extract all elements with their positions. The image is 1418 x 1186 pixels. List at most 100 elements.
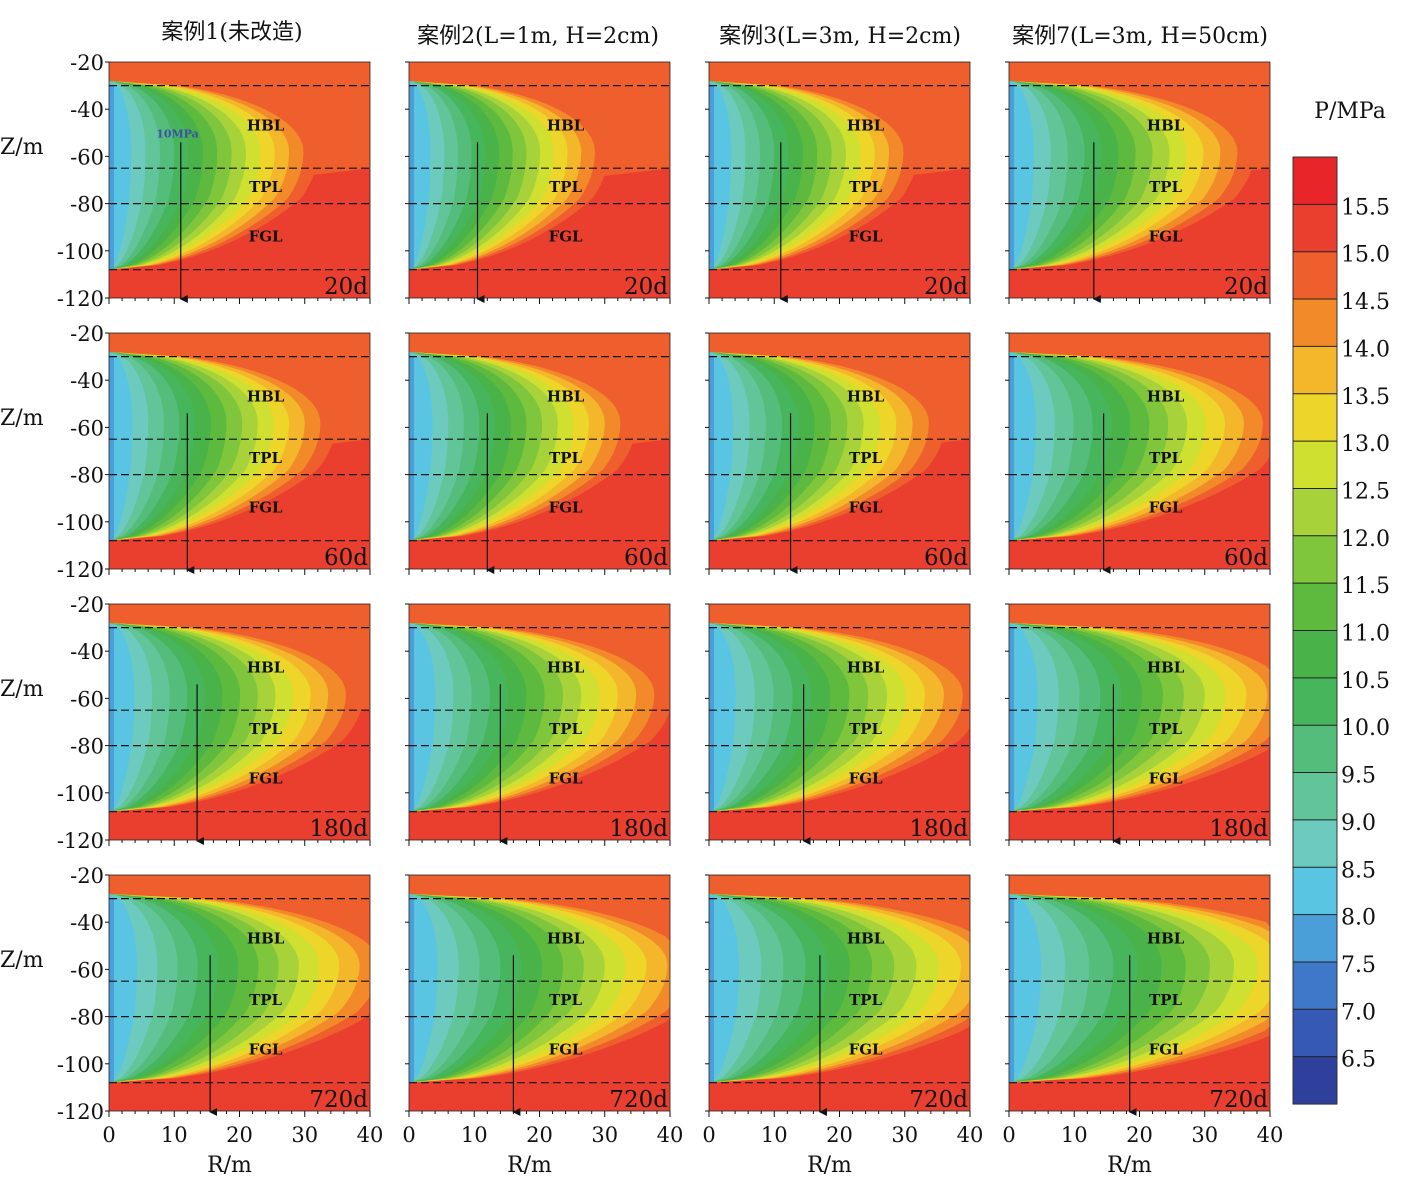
layer-label-hbl: HBL — [247, 387, 285, 405]
y-tick-label: -100 — [57, 1053, 104, 1077]
y-tick-label: -100 — [57, 511, 104, 535]
colorbar-tick-label: 13.5 — [1341, 385, 1390, 410]
time-label: 20d — [624, 274, 668, 300]
layer-label-hbl: HBL — [1147, 658, 1185, 676]
wellbore-low-pressure — [709, 627, 714, 812]
colorbar-tick-label: 11.0 — [1341, 622, 1390, 647]
contour-panel-2-720d: HBL TPL FGL 720d 0 10 20 30 40 R/m — [402, 874, 683, 1178]
x-tick-label: 30 — [591, 1123, 618, 1147]
layer-label-fgl: FGL — [849, 1040, 883, 1058]
contour-bands — [109, 333, 370, 569]
contour-bands — [1009, 62, 1270, 298]
time-label: 720d — [1209, 1087, 1268, 1113]
contour-panel-1-60d: HBL TPL FGL 60d -20 -40 -60 -80 -100 -120 Z/m — [0, 322, 371, 582]
contour-bands — [1009, 875, 1270, 1111]
colorbar-tick-label: 15.5 — [1341, 195, 1390, 220]
contour-panel-4-20d: HBL TPL FGL 20d — [1005, 61, 1271, 304]
contour-band-14 — [1009, 351, 1036, 541]
wellbore-low-pressure — [409, 898, 414, 1083]
x-tick-label: 40 — [957, 1123, 984, 1147]
x-axis-label: R/m — [807, 1153, 852, 1178]
colorbar: P/MPa 15.5 15.0 14.5 14.0 13.5 13.0 12.5 12.0 11.… — [1292, 99, 1390, 1105]
x-tick-label: 20 — [526, 1123, 553, 1147]
x-tick-label: 30 — [291, 1123, 318, 1147]
x-tick-label: 10 — [1061, 1123, 1088, 1147]
y-axis-label: Z/m — [0, 948, 44, 973]
layer-label-fgl: FGL — [549, 1040, 583, 1058]
layer-label-fgl: FGL — [249, 769, 283, 787]
wellbore-low-pressure — [109, 898, 114, 1083]
contour-panel-1-180d: HBL TPL FGL 180d -20 -40 -60 -80 -100 -120 Z/m — [0, 593, 371, 853]
x-tick-label: 0 — [702, 1123, 715, 1147]
layer-label-tpl: TPL — [1149, 178, 1182, 196]
layer-label-tpl: TPL — [1149, 991, 1182, 1009]
layer-label-tpl: TPL — [549, 449, 582, 467]
colorbar-swatch — [1293, 157, 1337, 205]
x-tick-label: 0 — [402, 1123, 415, 1147]
contour-panel-3-180d: HBL TPL FGL 180d — [705, 603, 971, 846]
layer-label-tpl: TPL — [549, 178, 582, 196]
colorbar-tick-label: 8.5 — [1341, 858, 1376, 883]
contour-band-14 — [109, 622, 135, 812]
y-tick-label: -40 — [70, 98, 104, 122]
layer-label-tpl: TPL — [249, 720, 282, 738]
layer-label-tpl: TPL — [249, 991, 282, 1009]
y-tick-label: -120 — [57, 558, 104, 582]
colorbar-tick-label: 9.0 — [1341, 811, 1376, 836]
contour-band-14 — [409, 622, 436, 812]
contour-band-14 — [709, 893, 739, 1083]
x-axis-label: R/m — [507, 1153, 552, 1178]
colorbar-tick-label: 13.0 — [1341, 432, 1390, 457]
time-label: 180d — [609, 816, 668, 842]
x-tick-label: 20 — [226, 1123, 253, 1147]
wellbore-low-pressure — [109, 85, 114, 270]
colorbar-tick-label: 10.0 — [1341, 716, 1390, 741]
time-label: 20d — [324, 274, 368, 300]
colorbar-swatch — [1293, 867, 1337, 916]
wellbore-low-pressure — [709, 898, 714, 1083]
contour-band-14 — [709, 351, 734, 541]
colorbar-swatch — [1293, 1009, 1337, 1058]
contour-panel-1-20d: HBL TPL FGL 10MPa 20d -20 -40 -60 -80 -100 -120 Z/m — [0, 51, 371, 311]
time-label: 60d — [1224, 545, 1268, 571]
colorbar-tick-label: 14.0 — [1341, 337, 1390, 362]
y-tick-label: -20 — [70, 864, 104, 888]
layer-label-hbl: HBL — [547, 387, 585, 405]
layer-label-hbl: HBL — [1147, 929, 1185, 947]
layer-label-tpl: TPL — [1149, 449, 1182, 467]
colorbar-tick-label: 14.5 — [1341, 290, 1390, 315]
time-label: 180d — [1209, 816, 1268, 842]
contour-bands — [709, 875, 970, 1111]
contour-band-14 — [1009, 80, 1034, 270]
layer-label-fgl: FGL — [1149, 769, 1183, 787]
contour-panel-4-720d: HBL TPL FGL 720d 0 10 20 30 40 R/m — [1002, 874, 1283, 1178]
y-tick-label: -120 — [57, 287, 104, 311]
layer-label-tpl: TPL — [549, 720, 582, 738]
front-annotation: 10MPa — [156, 128, 199, 141]
layer-label-fgl: FGL — [1149, 1040, 1183, 1058]
contour-bands — [709, 62, 970, 298]
y-tick-label: -40 — [70, 640, 104, 664]
x-tick-label: 10 — [461, 1123, 488, 1147]
time-label: 20d — [1224, 274, 1268, 300]
column-title-3: 案例3(L=3m, H=2cm) — [719, 24, 961, 49]
layer-label-tpl: TPL — [849, 178, 882, 196]
y-tick-label: -40 — [70, 369, 104, 393]
contour-bands — [109, 62, 370, 298]
contour-bands — [409, 62, 670, 298]
wellbore-low-pressure — [1009, 85, 1014, 270]
layer-label-hbl: HBL — [1147, 387, 1185, 405]
column-title-1: 案例1(未改造) — [161, 20, 303, 45]
y-tick-label: -60 — [70, 958, 104, 982]
layer-label-hbl: HBL — [547, 929, 585, 947]
layer-label-fgl: FGL — [849, 769, 883, 787]
wellbore-low-pressure — [109, 627, 114, 812]
layer-label-hbl: HBL — [847, 929, 885, 947]
wellbore-low-pressure — [1009, 627, 1014, 812]
wellbore-low-pressure — [709, 356, 714, 541]
y-tick-label: -40 — [70, 911, 104, 935]
colorbar-swatch — [1293, 393, 1337, 442]
layer-label-fgl: FGL — [1149, 498, 1183, 516]
colorbar-title: P/MPa — [1314, 99, 1386, 124]
